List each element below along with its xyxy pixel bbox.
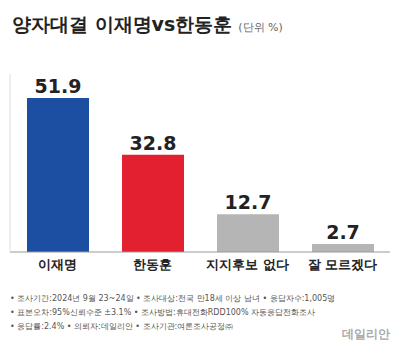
svg-text:잘 모르겠다: 잘 모르겠다 [308,257,378,272]
svg-text:12.7: 12.7 [225,191,272,213]
html-text:양자대결 이재명vs한동훈 (단위 %): 양자대결 이재명vs한동훈 (단위 %) [12,13,283,35]
html-text:데일리안: 데일리안 [342,327,390,341]
svg-text:2.7: 2.7 [326,221,360,243]
svg-text:이재명: 이재명 [38,257,77,272]
html-text:• 표본오차:95%신뢰수준 ±3.1% • 조사방법:휴대: • 표본오차:95%신뢰수준 ±3.1% • 조사방법:휴대전화RDD100% … [10,308,316,317]
html-text:• 응답률:2.4% • 의뢰자:데일리안 • 조사기관:여: • 응답률:2.4% • 의뢰자:데일리안 • 조사기관:여론조사공정㈜ [10,322,234,331]
svg-text:한동훈: 한동훈 [133,257,172,272]
html-text:• 조사기간:2024년 9월 23~24일 • 조사대상:: • 조사기간:2024년 9월 23~24일 • 조사대상:전국 만18세 이상… [10,294,336,303]
svg-text:지지후보 없다: 지지후보 없다 [206,257,289,272]
svg-text:32.8: 32.8 [130,132,177,154]
svg-text:51.9: 51.9 [35,75,82,97]
